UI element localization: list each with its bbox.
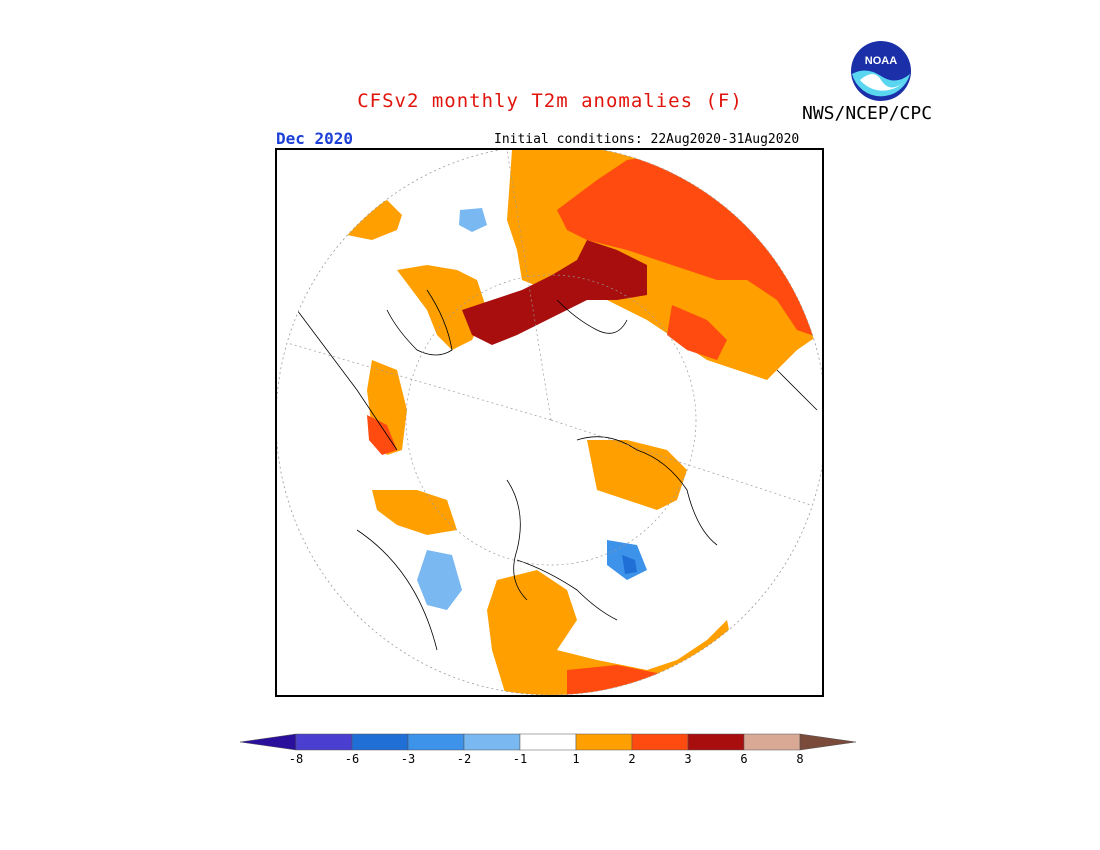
- anomaly-region-red: [567, 655, 822, 695]
- agency-label: NWS/NCEP/CPC: [802, 103, 933, 124]
- colorbar-swatch: [575, 733, 633, 751]
- color-scale-bar: [240, 733, 857, 751]
- colorbar-swatch: [407, 733, 465, 751]
- anomaly-region-orange: [372, 490, 457, 535]
- colorbar-tick-label: 1: [572, 752, 580, 766]
- anomaly-region-darkblue: [622, 555, 637, 574]
- colorbar-swatch: [631, 733, 689, 751]
- anomaly-region-lightblue: [417, 550, 462, 610]
- noaa-logo: NOAA: [851, 41, 911, 101]
- colorbar-arrow-high: [799, 733, 857, 751]
- colorbar-swatch: [463, 733, 521, 751]
- colorbar-swatch: [295, 733, 353, 751]
- anomaly-region-red: [367, 415, 397, 455]
- anomaly-region-orange: [487, 570, 822, 695]
- anomaly-region-orange: [347, 200, 402, 240]
- latitude-circle: [405, 274, 697, 566]
- colorbar-tick-label: 8: [796, 752, 804, 766]
- colorbar-swatch: [687, 733, 745, 751]
- noaa-logo-text: NOAA: [865, 55, 897, 67]
- anomaly-region-orange: [397, 265, 487, 350]
- anomaly-region-lightblue: [459, 208, 487, 232]
- forecast-month: Dec 2020: [276, 129, 354, 148]
- colorbar-tick-label: -1: [512, 752, 528, 766]
- chart-title: CFSv2 monthly T2m anomalies (F): [357, 90, 743, 112]
- colorbar-tick-label: -6: [344, 752, 360, 766]
- colorbar-arrow-low: [240, 733, 297, 751]
- colorbar-tick-label: -3: [400, 752, 416, 766]
- colorbar-tick-label: 2: [628, 752, 636, 766]
- polar-map-svg: [277, 150, 822, 695]
- coastlines: [296, 289, 818, 651]
- colorbar-tick-label: -2: [456, 752, 472, 766]
- colorbar-tick-label: 3: [684, 752, 692, 766]
- colorbar-tick-label: -8: [288, 752, 304, 766]
- meridian-line: [550, 419, 822, 511]
- anomaly-region-darkred: [462, 240, 647, 345]
- colorbar-swatch: [519, 733, 577, 751]
- colorbar-swatch: [351, 733, 409, 751]
- anomaly-map: [275, 148, 824, 697]
- anomaly-region-orange: [587, 440, 687, 510]
- anomaly-region-red: [667, 305, 727, 360]
- meridian-line: [277, 339, 552, 421]
- initial-conditions: Initial conditions: 22Aug2020-31Aug2020: [494, 132, 800, 147]
- meridian-line: [506, 150, 552, 421]
- colorbar-tick-label: 6: [740, 752, 748, 766]
- colorbar-swatch: [743, 733, 801, 751]
